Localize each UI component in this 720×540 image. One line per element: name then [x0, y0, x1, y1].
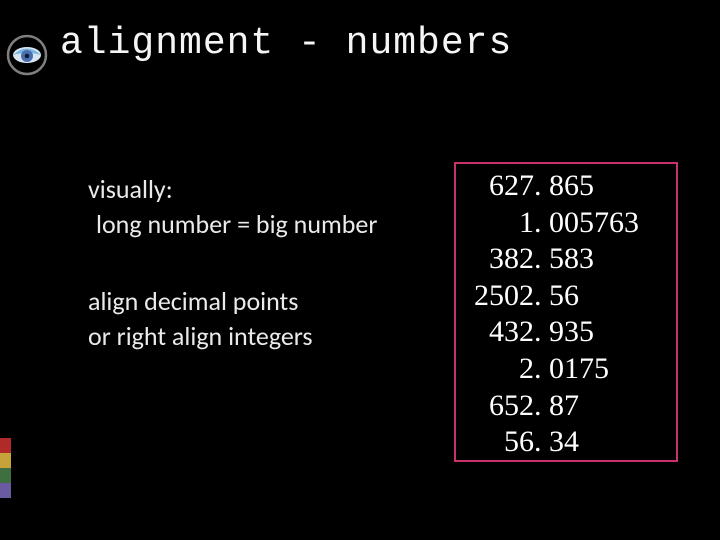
body-line-2: long number = big number	[88, 207, 377, 242]
accent-bars	[0, 438, 11, 498]
eye-icon	[6, 34, 48, 81]
number-row: 2. 0175	[466, 351, 666, 388]
accent-bar	[0, 453, 11, 468]
accent-bar	[0, 483, 11, 498]
accent-bar	[0, 438, 11, 453]
body-line-1: visually:	[88, 172, 377, 207]
number-row: 382. 583	[466, 241, 666, 278]
body-line-3: align decimal points	[88, 284, 377, 319]
number-row: 627. 865	[466, 168, 666, 205]
number-row: 56. 34	[466, 424, 666, 461]
body-text: visually: long number = big number align…	[88, 172, 377, 354]
slide-title: alignment - numbers	[60, 22, 512, 65]
number-row: 652. 87	[466, 388, 666, 425]
number-row: 432. 935	[466, 314, 666, 351]
accent-bar	[0, 468, 11, 483]
number-row: 1. 005763	[466, 205, 666, 242]
number-row: 2502. 56	[466, 278, 666, 315]
number-box: 627. 8651. 005763382. 5832502. 56432. 93…	[454, 162, 678, 462]
body-line-4: or right align integers	[88, 319, 377, 354]
